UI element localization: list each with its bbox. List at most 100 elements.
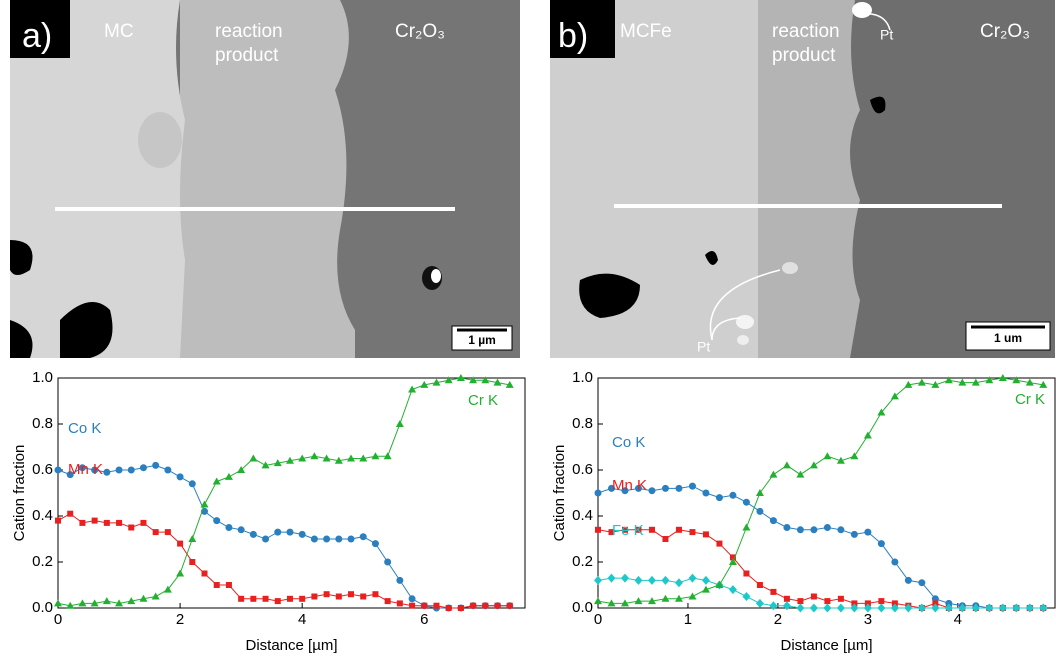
marker	[648, 487, 656, 495]
marker	[595, 526, 601, 533]
marker	[163, 585, 172, 593]
marker	[998, 374, 1007, 381]
marker	[864, 528, 872, 536]
marker	[298, 530, 306, 538]
marker	[756, 507, 764, 515]
y-tick-label: 0.4	[572, 507, 593, 524]
y-tick-label: 0.6	[572, 461, 593, 478]
marker	[661, 575, 670, 585]
marker	[635, 526, 642, 533]
marker	[457, 605, 464, 611]
series-label: Co K	[68, 420, 101, 437]
plot-frame	[597, 377, 1056, 609]
marker	[904, 603, 913, 613]
series-label: Cr K	[1015, 391, 1045, 408]
scale-bar-label: 1 µm	[468, 333, 496, 347]
marker	[769, 470, 778, 478]
x-tick-label: 4	[298, 611, 306, 628]
marker	[298, 454, 307, 462]
marker	[675, 484, 683, 492]
marker	[262, 595, 269, 602]
marker	[971, 603, 980, 613]
marker	[715, 494, 723, 502]
marker	[224, 472, 233, 480]
marker	[796, 603, 805, 613]
marker	[634, 575, 643, 585]
marker	[102, 597, 111, 605]
marker	[944, 376, 953, 384]
marker	[54, 466, 62, 474]
marker	[371, 540, 379, 548]
region-label: Cr₂O₃	[980, 21, 1030, 42]
marker	[176, 569, 185, 577]
marker	[797, 598, 804, 605]
region-label: MC	[104, 21, 134, 42]
marker	[359, 454, 368, 462]
marker	[396, 576, 404, 584]
x-tick-label: 4	[954, 611, 962, 628]
marker	[152, 529, 159, 536]
marker	[837, 526, 845, 534]
marker	[384, 598, 391, 605]
marker	[836, 603, 845, 613]
marker	[890, 603, 899, 613]
marker	[408, 595, 416, 603]
marker	[648, 526, 655, 533]
marker	[323, 535, 331, 543]
marker	[433, 602, 440, 609]
marker	[213, 582, 220, 588]
marker	[408, 385, 417, 393]
marker	[810, 526, 818, 534]
marker	[212, 477, 221, 485]
marker	[607, 573, 616, 583]
marker	[1012, 603, 1021, 613]
marker	[620, 573, 629, 583]
marker	[322, 454, 331, 462]
marker	[139, 594, 148, 602]
marker	[783, 595, 790, 602]
marker	[152, 461, 160, 469]
marker	[201, 570, 208, 577]
marker	[470, 602, 477, 609]
x-tick-label: 3	[864, 611, 872, 628]
marker	[395, 420, 404, 427]
marker	[729, 491, 737, 499]
region-label: reaction product	[215, 21, 283, 66]
marker	[432, 378, 441, 386]
marker	[904, 380, 913, 388]
marker	[67, 510, 74, 517]
marker	[334, 456, 343, 464]
marker	[505, 380, 514, 388]
y-tick-label: 1.0	[32, 369, 53, 386]
marker	[634, 597, 643, 605]
marker	[140, 519, 147, 526]
marker	[688, 592, 697, 600]
marker	[904, 576, 912, 584]
marker	[1012, 376, 1021, 384]
marker	[396, 600, 403, 607]
marker	[634, 484, 642, 492]
x-axis-label: Distance [µm]	[246, 637, 338, 654]
marker	[796, 470, 805, 478]
marker	[116, 519, 123, 526]
x-tick-label: 2	[774, 611, 782, 628]
series-line	[597, 485, 1044, 609]
marker	[891, 558, 899, 566]
marker	[494, 602, 501, 609]
marker	[383, 452, 392, 460]
marker	[878, 598, 885, 605]
marker	[850, 452, 859, 460]
marker	[311, 593, 318, 600]
marker	[809, 461, 818, 469]
scale-bar-label: 1 um	[994, 331, 1022, 345]
y-tick-label: 0.2	[32, 553, 53, 570]
marker	[661, 594, 670, 602]
marker	[273, 459, 282, 467]
plot-frame	[57, 377, 526, 609]
marker	[756, 582, 763, 588]
y-tick-label: 0.4	[32, 507, 53, 524]
series-line	[57, 377, 510, 607]
marker	[770, 588, 777, 595]
series-line	[597, 377, 1044, 604]
